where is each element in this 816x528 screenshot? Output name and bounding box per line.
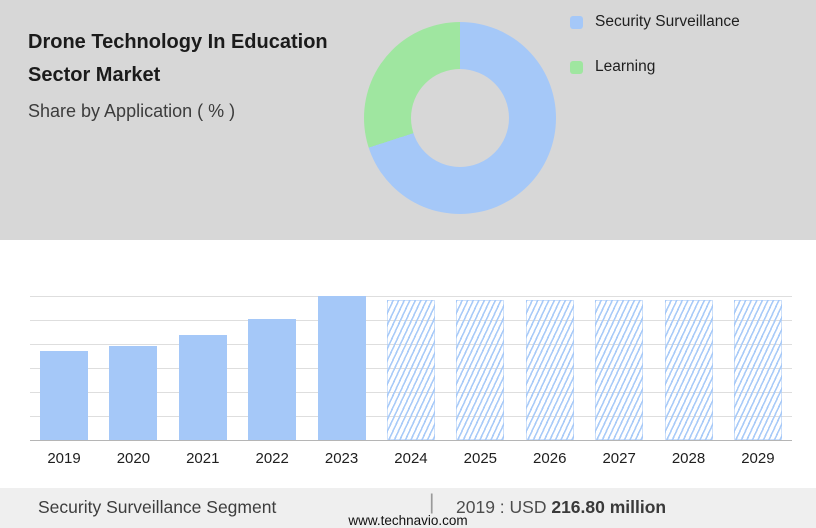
page-title: Drone Technology In Education Sector Mar… xyxy=(28,26,358,92)
x-label-2026: 2026 xyxy=(533,450,567,467)
legend-label: Learning xyxy=(595,58,656,75)
x-label-2025: 2025 xyxy=(463,450,498,467)
donut-chart xyxy=(364,22,556,214)
legend-item-learning: Learning xyxy=(570,58,740,76)
x-label-2028: 2028 xyxy=(671,450,706,467)
segment-value-amount: 216.80 million xyxy=(551,497,667,517)
forecast-bar-2027 xyxy=(595,300,644,440)
forecast-bar-2025 xyxy=(456,300,505,440)
forecast-bar-2029 xyxy=(733,300,782,440)
x-label-2023: 2023 xyxy=(324,450,359,467)
donut-hole xyxy=(411,69,509,167)
chart-subtitle: Share by Application ( % ) xyxy=(28,101,236,121)
page-title-line1: Drone Technology In Education xyxy=(28,31,328,53)
legend-swatch-green-icon xyxy=(570,60,583,74)
bar-2019 xyxy=(40,350,88,440)
bar-column-2019 xyxy=(40,296,88,440)
legend-item-security-surveillance: Security Surveillance xyxy=(570,13,740,31)
bar-column-2024 xyxy=(386,296,435,440)
legend-swatch-blue-icon xyxy=(570,15,583,29)
bar-column-2025 xyxy=(456,296,505,440)
bar-column-2021 xyxy=(178,296,227,440)
bar-plot xyxy=(30,296,792,440)
bar-column-2027 xyxy=(595,296,644,440)
legend-label: Security Surveillance xyxy=(595,13,740,30)
forecast-bar-2028 xyxy=(664,300,713,440)
segment-caption: Security Surveillance Segment xyxy=(38,497,277,517)
caption-separator: | xyxy=(429,491,435,514)
bar-2022 xyxy=(248,319,297,440)
footer-band xyxy=(0,488,816,528)
bar-chart: 2019 2020 2021 2022 2023 2024 2025 2026 2027 2028… xyxy=(0,240,816,488)
title-block: Drone Technology In Education Sector Mar… xyxy=(28,26,358,122)
top-panel: Drone Technology In Education Sector Mar… xyxy=(0,0,816,240)
forecast-bar-2026 xyxy=(525,300,574,440)
bar-2021 xyxy=(178,334,227,440)
x-label-2022: 2022 xyxy=(255,450,289,467)
bar-2020 xyxy=(109,346,158,440)
bar-column-2029 xyxy=(733,296,782,440)
forecast-bar-2024 xyxy=(386,300,435,440)
page-title-line2: Sector Market xyxy=(28,64,161,86)
x-labels: 2019 2020 2021 2022 2023 2024 2025 2026 2027 2028… xyxy=(30,450,792,467)
x-label-2027: 2027 xyxy=(602,450,636,467)
bar-column-2020 xyxy=(109,296,158,440)
x-label-2029: 2029 xyxy=(741,450,775,467)
x-label-2021: 2021 xyxy=(186,450,220,467)
bar-column-2028 xyxy=(664,296,713,440)
website-link: www.technavio.com xyxy=(348,513,468,528)
x-label-2019: 2019 xyxy=(47,450,81,467)
segment-value: 2019 : USD 216.80 million xyxy=(456,497,666,518)
x-label-2024: 2024 xyxy=(394,450,428,467)
bar-column-2022 xyxy=(248,296,297,440)
legend: Security Surveillance Learning xyxy=(570,13,740,103)
bar-column-2026 xyxy=(525,296,574,440)
segment-value-prefix: 2019 : USD xyxy=(456,497,547,517)
bar-plot-area xyxy=(30,296,792,441)
x-label-2020: 2020 xyxy=(116,450,151,467)
x-axis-line xyxy=(30,440,792,441)
bar-2023 xyxy=(317,296,366,440)
bar-column-2023 xyxy=(317,296,366,440)
